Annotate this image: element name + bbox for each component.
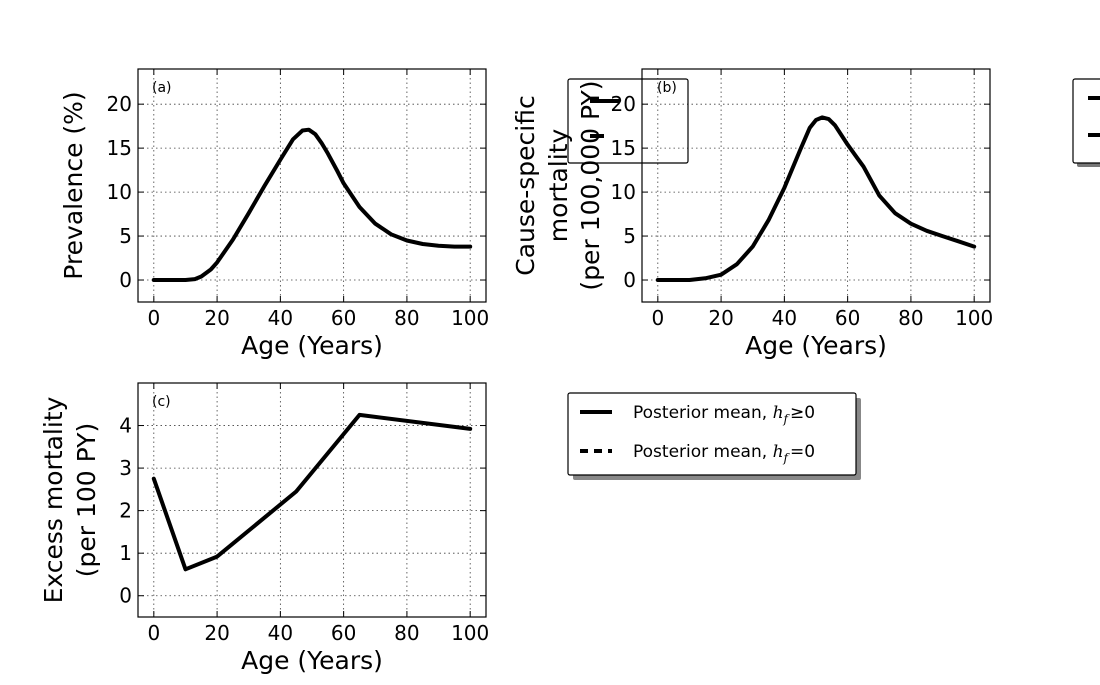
legend-fragment-top-right xyxy=(1072,78,1100,167)
y-tick-label: 1 xyxy=(119,541,132,565)
y-tick-label: 0 xyxy=(119,268,132,292)
y-tick-label: 4 xyxy=(119,414,132,438)
legend-box xyxy=(567,392,857,476)
y-axis-label-line-0: Excess mortality xyxy=(39,396,68,603)
x-axis-label: Age (Years) xyxy=(241,646,383,675)
x-tick-label: 20 xyxy=(204,621,229,645)
x-tick-label: 100 xyxy=(955,306,993,330)
y-tick-label: 20 xyxy=(107,92,132,116)
x-tick-label: 80 xyxy=(898,306,923,330)
x-tick-label: 60 xyxy=(331,621,356,645)
panel-c-excess-mortality: 0 20 40 60 80 100 0 1 2 3 4 (c) Age (Years) Excess mo… xyxy=(39,382,489,675)
x-tick-label: 80 xyxy=(394,621,419,645)
y-axis-label-line-1: mortality xyxy=(544,129,573,243)
y-tick-label: 10 xyxy=(107,180,132,204)
y-tick-label: 5 xyxy=(623,224,636,248)
legend-entry-2: Posterior mean, hf =0 xyxy=(633,442,815,465)
panel-b-cause-specific-mortality: 0 20 40 60 80 100 0 5 10 15 20 (b) Age (Years) Cause-… xyxy=(511,68,993,360)
y-tick-label: 15 xyxy=(107,136,132,160)
y-tick-label: 10 xyxy=(611,180,636,204)
y-tick-label: 2 xyxy=(119,499,132,523)
x-tick-label: 20 xyxy=(708,306,733,330)
x-tick-label: 40 xyxy=(268,306,293,330)
y-axis-label-line-2: (per 100,000 PY) xyxy=(576,80,605,290)
x-tick-label: 80 xyxy=(394,306,419,330)
y-tick-label: 3 xyxy=(119,456,132,480)
x-tick-label: 0 xyxy=(147,621,160,645)
x-tick-label: 100 xyxy=(451,621,489,645)
y-tick-label: 0 xyxy=(119,584,132,608)
x-tick-label: 60 xyxy=(331,306,356,330)
panel-tag: (c) xyxy=(152,394,171,410)
plot-frame xyxy=(641,68,991,303)
legend-entry-1: Posterior mean, hf ≥0 xyxy=(633,403,815,426)
panel-tag: (a) xyxy=(152,80,172,96)
x-tick-label: 40 xyxy=(268,621,293,645)
plot-frame xyxy=(137,68,487,303)
series-line-0 xyxy=(655,115,977,282)
y-axis-label-line-0: Cause-specific xyxy=(511,95,540,276)
x-axis-label: Age (Years) xyxy=(241,331,383,360)
y-tick-label: 0 xyxy=(623,268,636,292)
x-tick-label: 0 xyxy=(651,306,664,330)
x-tick-label: 20 xyxy=(204,306,229,330)
x-axis-label: Age (Years) xyxy=(745,331,887,360)
y-axis-label-line-1: (per 100 PY) xyxy=(72,423,101,577)
panel-tag: (b) xyxy=(657,80,677,96)
y-tick-label: 5 xyxy=(119,224,132,248)
legend: Posterior mean, hf ≥0 Posterior mean, hf =… xyxy=(567,392,861,480)
panel-a-prevalence: 0 20 40 60 80 100 0 5 10 15 20 (a) Age (Years) Preval… xyxy=(59,68,489,360)
y-axis-label-line-0: Prevalence (%) xyxy=(59,91,88,279)
series-line-0 xyxy=(151,127,473,282)
x-tick-label: 60 xyxy=(835,306,860,330)
x-tick-label: 40 xyxy=(772,306,797,330)
y-tick-label: 20 xyxy=(611,92,636,116)
plot-frame xyxy=(137,382,487,618)
x-tick-label: 0 xyxy=(147,306,160,330)
series-line-0 xyxy=(151,412,473,572)
x-tick-label: 100 xyxy=(451,306,489,330)
y-tick-label: 15 xyxy=(611,136,636,160)
